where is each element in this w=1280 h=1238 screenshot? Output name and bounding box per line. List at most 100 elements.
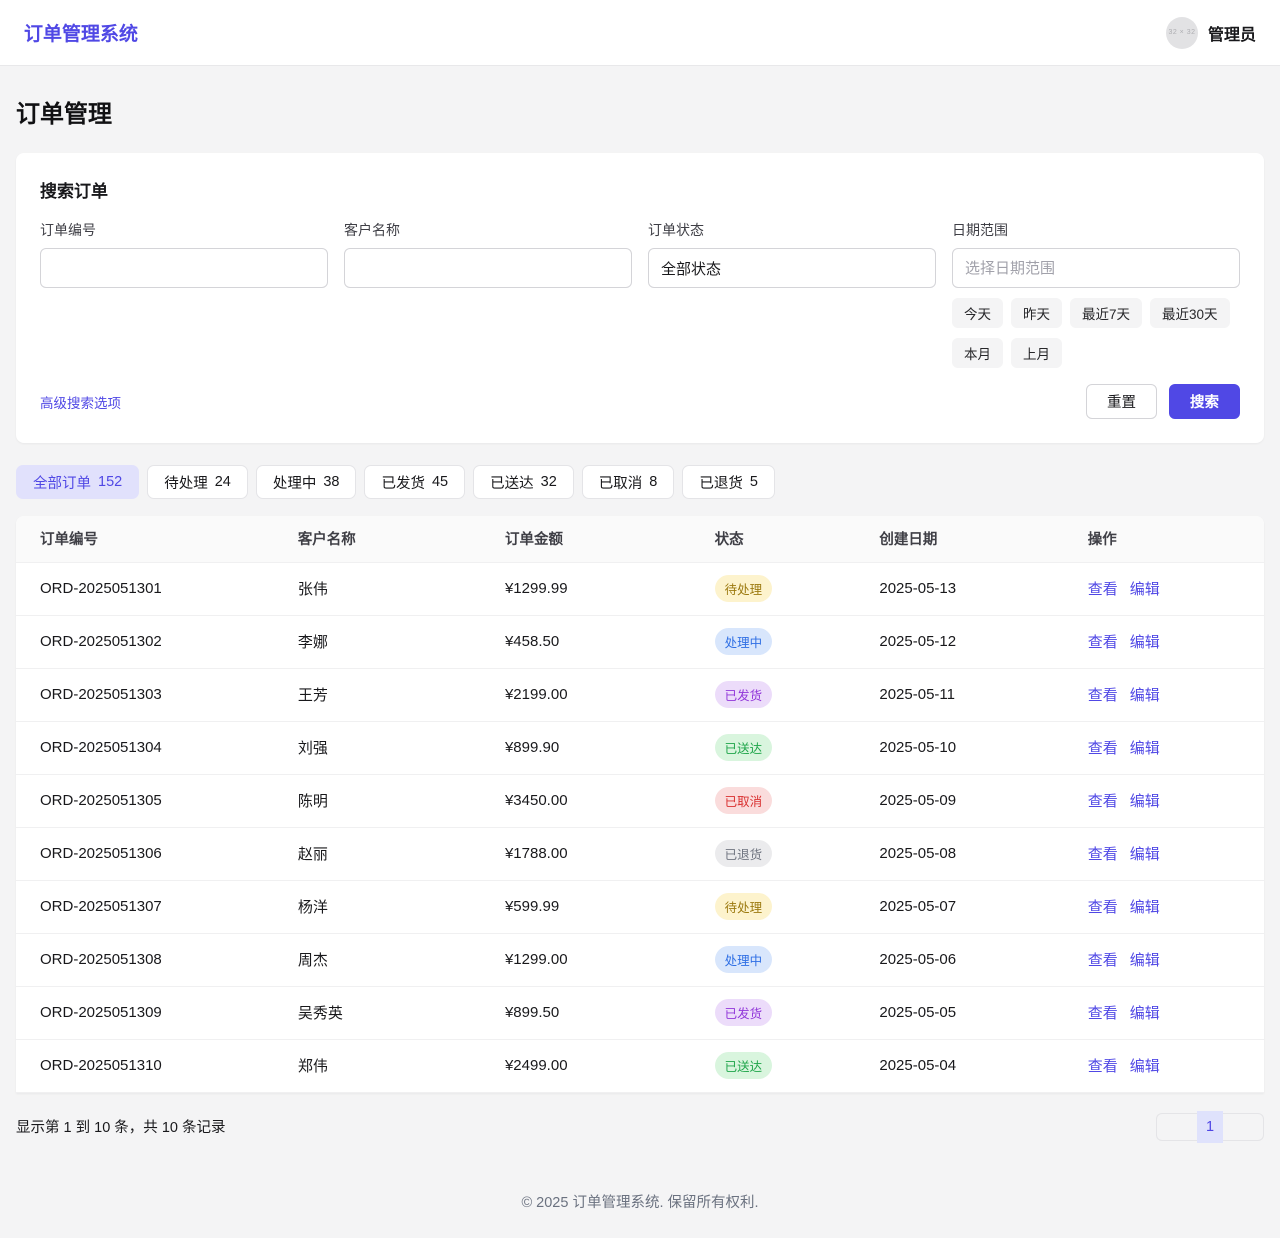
status-badge: 待处理 bbox=[714, 575, 773, 602]
view-link[interactable]: 查看 bbox=[1087, 687, 1118, 704]
column-header-1: 客户名称 bbox=[281, 516, 489, 563]
status-cell: 已取消 bbox=[698, 774, 864, 828]
actions-cell: 查看 编辑 bbox=[1071, 933, 1264, 987]
quick-range-button-0[interactable]: 今天 bbox=[952, 298, 1003, 328]
next-page-button[interactable] bbox=[1223, 1112, 1264, 1141]
column-header-5: 操作 bbox=[1071, 516, 1264, 563]
advanced-search-link[interactable]: 高级搜索选项 bbox=[40, 395, 121, 411]
status-cell: 已送达 bbox=[698, 1039, 864, 1093]
status-badge: 已送达 bbox=[714, 734, 773, 761]
date-range-input[interactable] bbox=[952, 248, 1240, 288]
tab-2[interactable]: 处理中 38 bbox=[255, 465, 357, 499]
tab-count: 152 bbox=[98, 474, 123, 490]
tab-3[interactable]: 已发货 45 bbox=[364, 465, 466, 499]
quick-range-button-2[interactable]: 最近7天 bbox=[1070, 298, 1143, 328]
edit-link[interactable]: 编辑 bbox=[1129, 793, 1160, 810]
app-logo[interactable]: 订单管理系统 bbox=[24, 24, 139, 45]
edit-link[interactable]: 编辑 bbox=[1129, 1005, 1160, 1022]
status-cell: 已发货 bbox=[698, 668, 864, 722]
view-link[interactable]: 查看 bbox=[1087, 1058, 1118, 1075]
view-link[interactable]: 查看 bbox=[1087, 899, 1118, 916]
view-link[interactable]: 查看 bbox=[1087, 581, 1118, 598]
tab-6[interactable]: 已退货 5 bbox=[682, 465, 775, 499]
order-no-input[interactable] bbox=[40, 248, 328, 288]
tab-label: 全部订单 bbox=[33, 475, 91, 492]
edit-link[interactable]: 编辑 bbox=[1129, 1058, 1160, 1075]
amount-cell: ¥2499.00 bbox=[488, 1039, 699, 1093]
amount-cell: ¥599.99 bbox=[488, 880, 699, 934]
tab-label: 处理中 bbox=[272, 475, 317, 492]
quick-range-button-3[interactable]: 最近30天 bbox=[1150, 298, 1230, 328]
date-cell: 2025-05-05 bbox=[863, 986, 1072, 1040]
order-number-cell: ORD-2025051309 bbox=[16, 986, 282, 1040]
order-number-cell: ORD-2025051301 bbox=[16, 562, 282, 616]
quick-range-button-1[interactable]: 昨天 bbox=[1011, 298, 1062, 328]
search-button[interactable]: 搜索 bbox=[1169, 384, 1240, 419]
table-row: ORD-2025051302 李娜 ¥458.50 处理中 2025-05-12 查看 编辑 bbox=[16, 615, 1264, 669]
order-number-cell: ORD-2025051304 bbox=[16, 721, 282, 775]
table-row: ORD-2025051304 刘强 ¥899.90 已送达 2025-05-10 查看 编辑 bbox=[16, 721, 1264, 775]
date-cell: 2025-05-04 bbox=[863, 1039, 1072, 1093]
status-badge: 待处理 bbox=[714, 893, 773, 920]
status-select[interactable]: 全部状态 bbox=[648, 248, 936, 288]
quick-range-button-5[interactable]: 上月 bbox=[1011, 338, 1062, 368]
top-bar: 订单管理系统 32 × 32 管理员 bbox=[0, 0, 1280, 66]
view-link[interactable]: 查看 bbox=[1087, 1005, 1118, 1022]
records-summary: 显示第 1 到 10 条，共 10 条记录 bbox=[16, 1120, 226, 1136]
status-badge: 处理中 bbox=[714, 628, 773, 655]
prev-page-button[interactable] bbox=[1156, 1112, 1197, 1141]
table-row: ORD-2025051307 杨洋 ¥599.99 待处理 2025-05-07 查看 编辑 bbox=[16, 880, 1264, 934]
actions-cell: 查看 编辑 bbox=[1071, 615, 1264, 669]
customer-cell: 赵丽 bbox=[281, 827, 489, 881]
amount-cell: ¥458.50 bbox=[488, 615, 699, 669]
tab-5[interactable]: 已取消 8 bbox=[581, 465, 675, 499]
current-page-button[interactable]: 1 bbox=[1197, 1110, 1223, 1143]
status-cell: 已发货 bbox=[698, 986, 864, 1040]
view-link[interactable]: 查看 bbox=[1087, 634, 1118, 651]
tab-0-active[interactable]: 全部订单 152 bbox=[16, 465, 140, 499]
tab-count: 38 bbox=[323, 474, 340, 490]
edit-link[interactable]: 编辑 bbox=[1129, 581, 1160, 598]
user-name: 管理员 bbox=[1207, 26, 1256, 44]
customer-cell: 张伟 bbox=[281, 562, 489, 616]
edit-link[interactable]: 编辑 bbox=[1129, 846, 1160, 863]
view-link[interactable]: 查看 bbox=[1087, 793, 1118, 810]
table-row: ORD-2025051301 张伟 ¥1299.99 待处理 2025-05-13 查看编… bbox=[16, 562, 1264, 616]
date-cell: 2025-05-06 bbox=[863, 933, 1072, 987]
actions-cell: 查看 编辑 bbox=[1071, 721, 1264, 775]
edit-link[interactable]: 编辑 bbox=[1129, 952, 1160, 969]
actions-cell: 查看 编辑 bbox=[1071, 880, 1264, 934]
table-header: 订单编号 客户名称 订单金额 状态 创建日期 操作 bbox=[16, 516, 1264, 563]
reset-button[interactable]: 重置 bbox=[1086, 384, 1157, 419]
quick-range-button-4[interactable]: 本月 bbox=[952, 338, 1003, 368]
status-cell: 处理中 bbox=[698, 933, 864, 987]
view-link[interactable]: 查看 bbox=[1087, 846, 1118, 863]
status-badge: 已退货 bbox=[714, 840, 773, 867]
edit-link[interactable]: 编辑 bbox=[1129, 899, 1160, 916]
tab-label: 已取消 bbox=[598, 475, 643, 492]
tab-1[interactable]: 待处理 24 bbox=[147, 465, 248, 499]
edit-link[interactable]: 编辑 bbox=[1129, 687, 1160, 704]
column-header-0: 订单编号 bbox=[16, 516, 282, 563]
search-panel-title: 搜索订单 bbox=[40, 182, 108, 201]
customer-input[interactable] bbox=[344, 248, 632, 288]
page-title: 订单管理 bbox=[16, 101, 112, 128]
edit-link[interactable]: 编辑 bbox=[1129, 634, 1160, 651]
status-badge: 已发货 bbox=[714, 681, 773, 708]
table-row: ORD-2025051310 郑伟 ¥2499.00 已送达 2025-05-04 查看编… bbox=[16, 1039, 1264, 1093]
field-customer: 客户名称 bbox=[344, 220, 632, 368]
user-chip[interactable]: 32 × 32 管理员 bbox=[1165, 16, 1256, 49]
quick-range-buttons: 今天 昨天 最近7天 最近30天本月 上月 bbox=[952, 298, 1240, 368]
edit-link[interactable]: 编辑 bbox=[1129, 740, 1160, 757]
view-link[interactable]: 查看 bbox=[1087, 952, 1118, 969]
table-row: ORD-2025051305 陈明 ¥3450.00 已取消 2025-05-09 查看编… bbox=[16, 774, 1264, 828]
date-cell: 2025-05-07 bbox=[863, 880, 1072, 934]
tab-count: 45 bbox=[431, 474, 449, 490]
avatar[interactable]: 32 × 32 bbox=[1165, 16, 1198, 49]
tab-count: 32 bbox=[540, 474, 557, 490]
column-header-2: 订单金额 bbox=[488, 516, 699, 563]
tab-count: 24 bbox=[214, 474, 231, 490]
view-link[interactable]: 查看 bbox=[1087, 740, 1118, 757]
tab-4[interactable]: 已送达 32 bbox=[473, 465, 574, 499]
amount-cell: ¥899.90 bbox=[488, 721, 699, 775]
